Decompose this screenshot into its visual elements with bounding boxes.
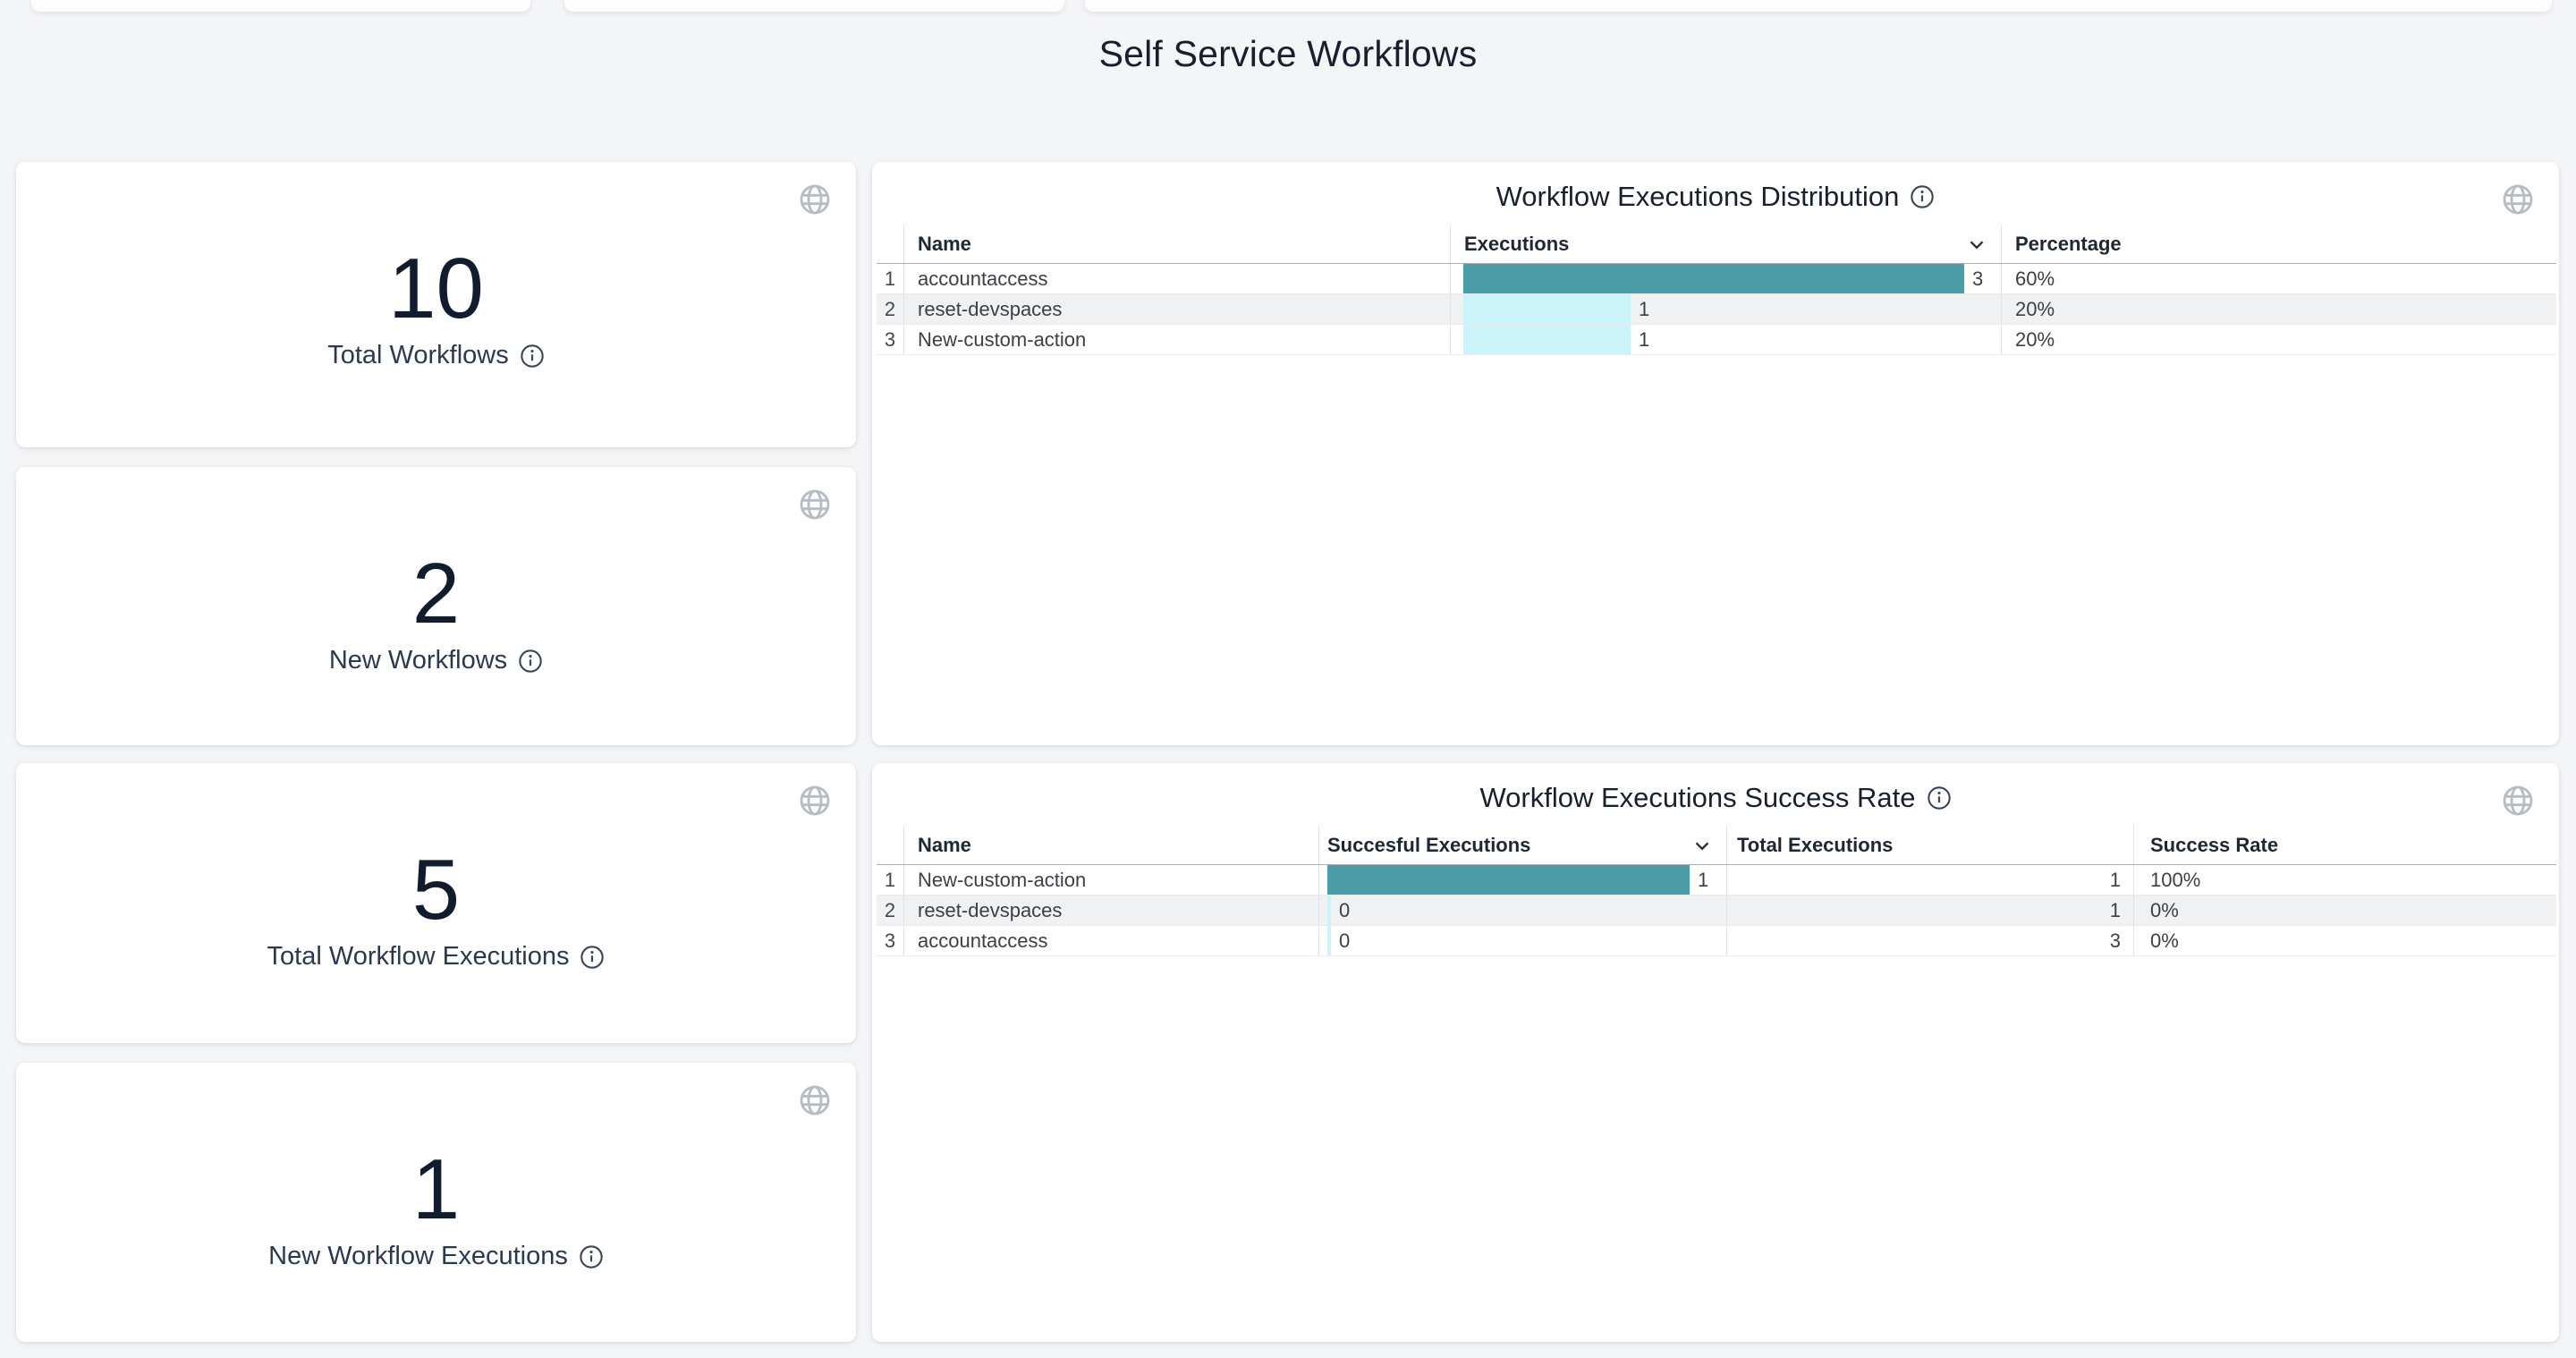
cutoff-card-3 — [1085, 0, 2552, 12]
value-bar — [1463, 325, 1631, 354]
bar-value-label: 1 — [1639, 327, 1650, 351]
success-rate-value: 100% — [2150, 868, 2201, 891]
workflow-name: reset-devspaces — [904, 294, 1451, 324]
workflow-name: reset-devspaces — [904, 895, 1319, 925]
table-row[interactable]: 3 New-custom-action 1 20% — [877, 325, 2556, 355]
stat-label: New Workflow Executions — [268, 1242, 568, 1270]
info-icon[interactable] — [520, 344, 545, 369]
bar-cell: 0 — [1319, 926, 1727, 955]
success-rate-table-body: 1 New-custom-action 1 1 100% 2 reset-devspaces… — [877, 865, 2556, 956]
total-executions-value: 1 — [1727, 895, 2134, 925]
value-bar — [1327, 895, 1331, 925]
stat-card-total-workflows: 10 Total Workflows — [16, 162, 856, 447]
row-number: 1 — [877, 865, 904, 895]
bar-value-label: 1 — [1698, 868, 1709, 891]
workflow-name: accountaccess — [904, 926, 1319, 955]
cutoff-card-2 — [564, 0, 1064, 12]
value-bar — [1463, 264, 1964, 293]
stat-card-total-workflow-executions: 5 Total Workflow Executions — [16, 763, 856, 1043]
distribution-table: Name Executions Percentage 1 accountacces… — [877, 225, 2556, 355]
globe-icon[interactable] — [797, 783, 833, 819]
bar-cell: 1 — [1319, 865, 1727, 895]
page-title: Self Service Workflows — [1098, 33, 1478, 74]
stat-card-new-workflow-executions: 1 New Workflow Executions — [16, 1063, 856, 1342]
panel-workflow-executions-distribution: Workflow Executions Distribution Name Ex… — [872, 162, 2559, 745]
workflow-name: New-custom-action — [904, 865, 1319, 895]
bar-value-label: 3 — [1972, 267, 1984, 290]
table-row[interactable]: 2 reset-devspaces 0 1 0% — [877, 895, 2556, 926]
success-rate-table: Name Succesful Executions Total Executio… — [877, 826, 2556, 956]
success-rate-value: 0% — [2150, 898, 2179, 921]
percentage-value: 20% — [2015, 327, 2055, 351]
panel-title: Workflow Executions Success Rate — [1479, 782, 1916, 813]
column-header-name[interactable]: Name — [904, 225, 1451, 263]
row-number: 3 — [877, 926, 904, 955]
column-header-name[interactable]: Name — [904, 826, 1319, 864]
bar-cell: 1 — [1451, 294, 2002, 324]
stat-label: Total Workflow Executions — [267, 942, 570, 971]
percentage-value: 60% — [2015, 267, 2055, 290]
total-executions-value: 3 — [1727, 926, 2134, 955]
stat-value: 1 — [411, 1142, 461, 1237]
sort-descending-icon[interactable] — [1690, 834, 1714, 857]
column-header-successful-executions[interactable]: Succesful Executions — [1319, 826, 1727, 864]
table-row[interactable]: 2 reset-devspaces 1 20% — [877, 294, 2556, 325]
panel-title: Workflow Executions Distribution — [1496, 181, 1900, 212]
distribution-table-header: Name Executions Percentage — [877, 225, 2556, 264]
bar-value-label: 0 — [1339, 898, 1351, 921]
row-number-header — [877, 225, 904, 263]
success-rate-table-header: Name Succesful Executions Total Executio… — [877, 826, 2556, 865]
column-header-executions[interactable]: Executions — [1451, 225, 2002, 263]
bar-cell: 1 — [1451, 325, 2002, 354]
info-icon[interactable] — [518, 649, 543, 674]
sort-descending-icon[interactable] — [1965, 233, 1988, 256]
table-row[interactable]: 1 New-custom-action 1 1 100% — [877, 865, 2556, 895]
stat-label: Total Workflows — [327, 341, 509, 369]
workflow-name: New-custom-action — [904, 325, 1451, 354]
column-header-total-executions[interactable]: Total Executions — [1727, 826, 2134, 864]
cutoff-card-1 — [31, 0, 530, 12]
globe-icon[interactable] — [797, 1082, 833, 1118]
stat-label: New Workflows — [328, 646, 508, 675]
globe-icon[interactable] — [797, 487, 833, 522]
bar-value-label: 1 — [1639, 297, 1650, 320]
table-row[interactable]: 1 accountaccess 3 60% — [877, 264, 2556, 294]
distribution-table-body: 1 accountaccess 3 60% 2 reset-devspaces 1 20% 3 N… — [877, 264, 2556, 355]
workflow-name: accountaccess — [904, 264, 1451, 293]
info-icon[interactable] — [579, 1244, 604, 1269]
success-rate-value: 0% — [2150, 929, 2179, 952]
row-number: 2 — [877, 294, 904, 324]
bar-cell: 0 — [1319, 895, 1727, 925]
column-header-success-rate[interactable]: Success Rate — [2150, 833, 2279, 856]
info-icon[interactable] — [1910, 184, 1935, 209]
table-row[interactable]: 3 accountaccess 0 3 0% — [877, 926, 2556, 956]
stat-value: 5 — [411, 842, 461, 938]
globe-icon[interactable] — [2500, 182, 2536, 217]
total-executions-value: 1 — [1727, 865, 2134, 895]
stat-value: 2 — [411, 546, 461, 641]
info-icon[interactable] — [1927, 785, 1952, 811]
column-header-percentage[interactable]: Percentage — [2015, 232, 2122, 255]
globe-icon[interactable] — [2500, 783, 2536, 819]
value-bar — [1327, 865, 1690, 895]
stat-card-new-workflows: 2 New Workflows — [16, 467, 856, 745]
bar-value-label: 0 — [1339, 929, 1351, 952]
globe-icon[interactable] — [797, 182, 833, 217]
value-bar — [1463, 294, 1631, 324]
row-number: 2 — [877, 895, 904, 925]
value-bar — [1327, 926, 1331, 955]
row-number-header — [877, 826, 904, 864]
row-number: 1 — [877, 264, 904, 293]
bar-cell: 3 — [1451, 264, 2002, 293]
percentage-value: 20% — [2015, 297, 2055, 320]
panel-workflow-executions-success-rate: Workflow Executions Success Rate Name Su… — [872, 763, 2559, 1342]
info-icon[interactable] — [580, 945, 605, 970]
row-number: 3 — [877, 325, 904, 354]
stat-value: 10 — [388, 241, 484, 336]
